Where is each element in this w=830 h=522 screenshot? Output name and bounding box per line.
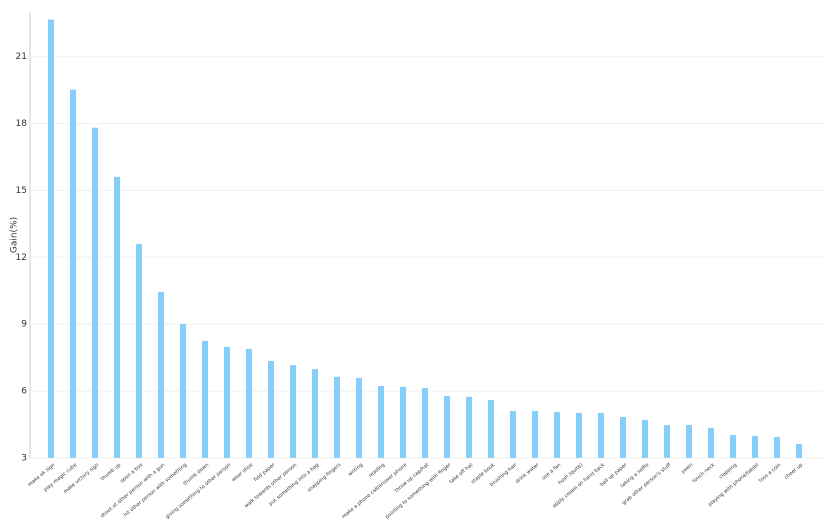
bar (510, 410, 516, 458)
bar (268, 360, 274, 458)
bar (290, 365, 296, 458)
bar (202, 340, 208, 458)
y-axis-label: Gain(%) (10, 217, 20, 253)
x-tick-label: drink water (515, 461, 541, 485)
bar (158, 291, 164, 458)
bar (136, 243, 142, 458)
y-tick-label: 18 (16, 119, 28, 129)
bar (620, 416, 626, 458)
bar (180, 323, 186, 458)
bar (554, 412, 560, 458)
bar (378, 385, 384, 458)
bar (444, 396, 450, 458)
bar (48, 19, 54, 458)
y-tick-label: 3 (21, 454, 27, 464)
y-tick-label: 15 (16, 186, 27, 196)
x-tick-label: yawn (680, 462, 694, 475)
bar (774, 437, 780, 458)
bar (686, 424, 692, 458)
bar (356, 377, 362, 458)
y-tick-label: 9 (21, 320, 27, 330)
bar (598, 412, 604, 458)
x-tick-label: clapping (718, 462, 738, 480)
x-tick-label: reading (368, 462, 386, 479)
bar (224, 346, 230, 458)
bar (114, 176, 120, 458)
x-tick-label: use a fan (541, 462, 563, 481)
bar (664, 424, 670, 458)
bar (730, 435, 736, 458)
bar (422, 387, 428, 458)
bar (488, 400, 494, 458)
bar (796, 443, 802, 458)
y-tick-label: 6 (21, 387, 27, 397)
x-tick-label: toss a coin (758, 462, 782, 484)
bar (752, 435, 758, 458)
bar (576, 412, 582, 458)
bar (334, 376, 340, 458)
y-tick-label: 21 (16, 52, 27, 62)
x-tick-label: cheer up (783, 462, 804, 481)
bar (312, 369, 318, 458)
bar (532, 410, 538, 458)
bar (466, 396, 472, 458)
x-tick-label: writing (347, 462, 364, 478)
bar (92, 127, 98, 458)
bar (400, 386, 406, 458)
x-tick-label: touch neck (691, 462, 716, 484)
x-tick-label: wear shoe (231, 462, 255, 483)
bar (70, 89, 76, 458)
y-tick-label: 12 (16, 253, 27, 263)
bar (708, 427, 714, 458)
bar (246, 348, 252, 458)
bar (642, 419, 648, 458)
